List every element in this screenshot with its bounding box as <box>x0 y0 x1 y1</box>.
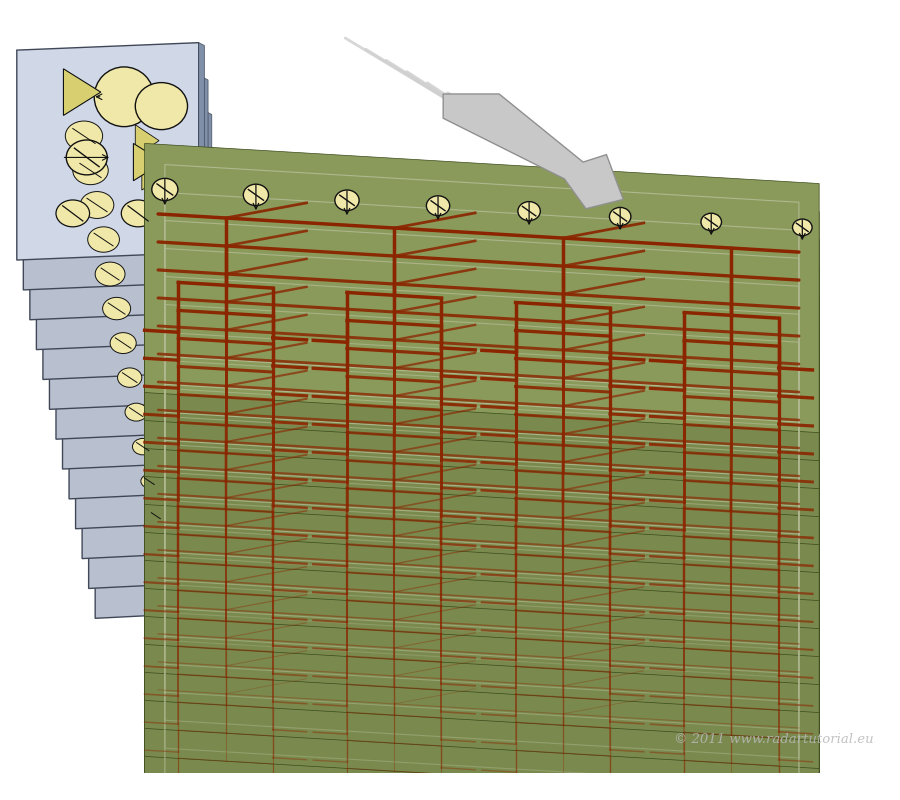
Polygon shape <box>145 505 819 554</box>
Polygon shape <box>88 422 239 589</box>
Ellipse shape <box>135 82 187 130</box>
Polygon shape <box>232 354 238 524</box>
Polygon shape <box>155 231 175 258</box>
Polygon shape <box>82 388 236 558</box>
Polygon shape <box>206 112 211 315</box>
Polygon shape <box>187 408 200 425</box>
Ellipse shape <box>148 510 163 522</box>
Polygon shape <box>145 701 819 750</box>
Ellipse shape <box>87 227 120 252</box>
Polygon shape <box>145 533 819 582</box>
Ellipse shape <box>141 474 158 488</box>
Polygon shape <box>229 319 234 494</box>
Ellipse shape <box>701 214 722 230</box>
Polygon shape <box>145 591 819 800</box>
Polygon shape <box>145 589 819 638</box>
Ellipse shape <box>67 140 107 175</box>
Polygon shape <box>145 395 819 685</box>
Polygon shape <box>145 367 819 657</box>
Ellipse shape <box>609 207 631 226</box>
Ellipse shape <box>95 262 125 286</box>
Polygon shape <box>76 354 232 529</box>
Polygon shape <box>95 457 244 618</box>
Polygon shape <box>145 673 819 722</box>
Polygon shape <box>145 477 819 526</box>
Polygon shape <box>236 388 241 554</box>
Polygon shape <box>62 284 225 469</box>
Polygon shape <box>213 181 220 375</box>
Polygon shape <box>50 215 218 410</box>
Polygon shape <box>145 619 819 800</box>
Polygon shape <box>145 561 819 610</box>
Ellipse shape <box>518 202 540 221</box>
Polygon shape <box>199 42 204 255</box>
Polygon shape <box>239 422 246 584</box>
Ellipse shape <box>66 121 103 151</box>
Polygon shape <box>145 507 819 797</box>
Polygon shape <box>210 146 215 345</box>
Polygon shape <box>145 645 819 694</box>
Ellipse shape <box>94 67 154 126</box>
Polygon shape <box>145 171 819 461</box>
Polygon shape <box>145 283 819 573</box>
Polygon shape <box>145 393 819 442</box>
Polygon shape <box>207 514 217 527</box>
Ellipse shape <box>132 438 153 455</box>
Ellipse shape <box>427 196 450 216</box>
Polygon shape <box>145 227 819 517</box>
Polygon shape <box>145 563 819 800</box>
Polygon shape <box>201 478 212 494</box>
Ellipse shape <box>80 191 113 218</box>
Polygon shape <box>145 729 819 778</box>
Polygon shape <box>63 69 101 115</box>
Ellipse shape <box>110 333 136 354</box>
Polygon shape <box>244 457 249 614</box>
Polygon shape <box>145 143 819 433</box>
Polygon shape <box>145 451 819 741</box>
Polygon shape <box>145 617 819 666</box>
Ellipse shape <box>122 200 155 227</box>
Ellipse shape <box>125 403 148 421</box>
Polygon shape <box>145 311 819 601</box>
Polygon shape <box>145 339 819 629</box>
Ellipse shape <box>793 219 812 236</box>
Ellipse shape <box>103 298 130 320</box>
Ellipse shape <box>152 178 178 201</box>
Polygon shape <box>443 94 623 209</box>
Polygon shape <box>135 125 159 157</box>
Ellipse shape <box>56 200 90 227</box>
Polygon shape <box>145 535 819 800</box>
Ellipse shape <box>243 184 268 206</box>
Polygon shape <box>30 112 206 320</box>
Polygon shape <box>145 423 819 713</box>
Polygon shape <box>43 181 213 379</box>
Polygon shape <box>148 196 169 224</box>
Polygon shape <box>202 77 208 286</box>
Polygon shape <box>142 160 164 190</box>
Polygon shape <box>168 302 184 325</box>
Polygon shape <box>225 284 230 464</box>
Text: © 2011 www.radartutorial.eu: © 2011 www.radartutorial.eu <box>673 734 873 746</box>
Polygon shape <box>145 421 819 470</box>
Polygon shape <box>145 479 819 769</box>
Polygon shape <box>145 449 819 498</box>
Polygon shape <box>23 77 203 290</box>
Polygon shape <box>69 319 229 499</box>
Ellipse shape <box>118 368 142 387</box>
Ellipse shape <box>73 156 108 185</box>
Polygon shape <box>218 215 223 405</box>
Polygon shape <box>194 443 207 460</box>
Polygon shape <box>161 266 180 291</box>
Polygon shape <box>145 199 819 489</box>
Polygon shape <box>175 338 190 358</box>
Ellipse shape <box>335 190 359 210</box>
Polygon shape <box>145 255 819 545</box>
Polygon shape <box>36 146 210 350</box>
Polygon shape <box>221 250 227 434</box>
Polygon shape <box>133 143 163 181</box>
Polygon shape <box>56 250 221 439</box>
Polygon shape <box>181 373 195 392</box>
Polygon shape <box>17 42 199 260</box>
